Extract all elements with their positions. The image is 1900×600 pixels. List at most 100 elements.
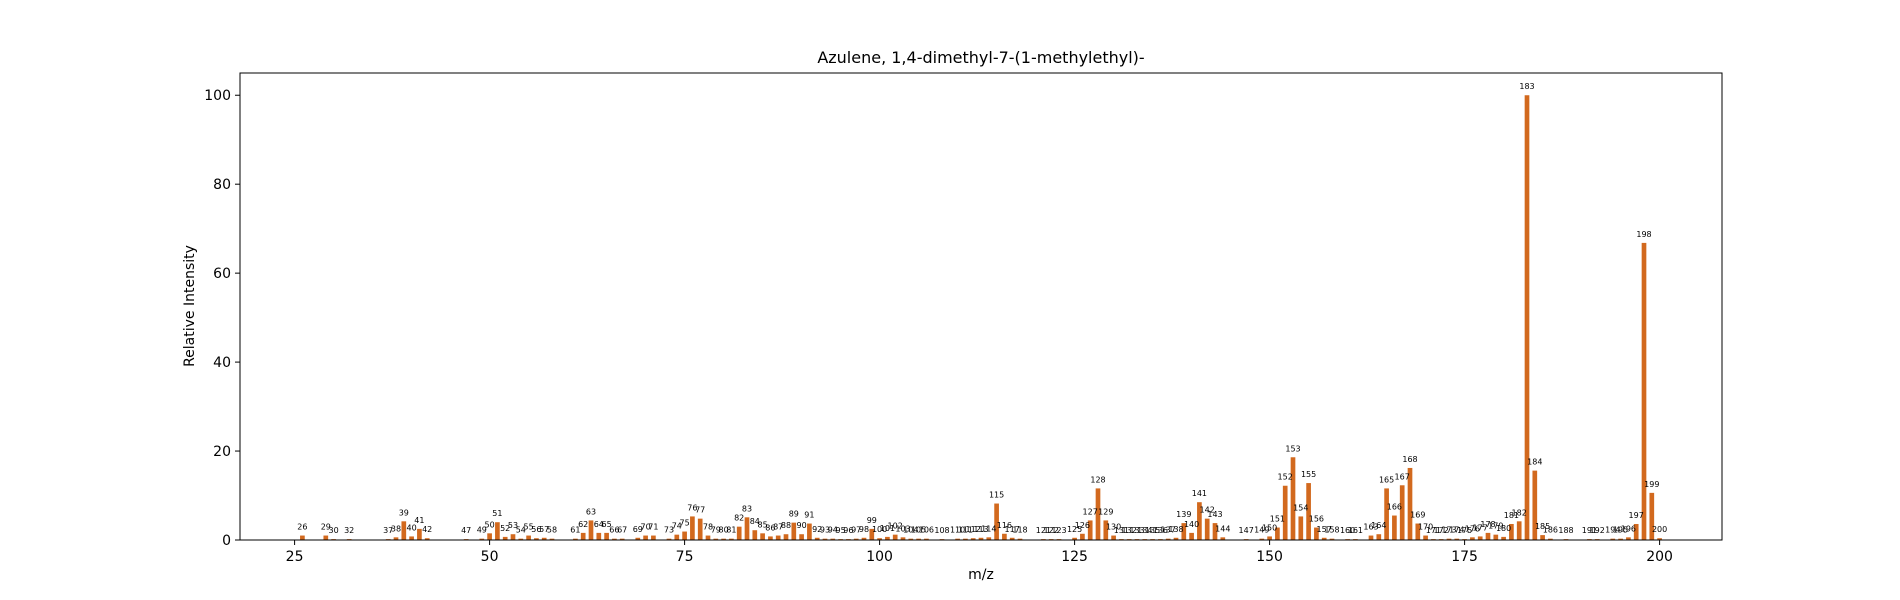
bar-label-mz-96: 96	[843, 526, 853, 535]
bar-mz-111	[963, 538, 968, 540]
bar-mz-115	[994, 503, 999, 540]
bar-mz-153	[1290, 457, 1296, 540]
bar-label-mz-63: 63	[586, 507, 596, 516]
bar-mz-140	[1189, 532, 1194, 540]
bar-mz-83	[744, 517, 750, 540]
bar-label-mz-47: 47	[461, 526, 471, 535]
bar-label-mz-142: 142	[1200, 506, 1215, 515]
bar-label-mz-38: 38	[391, 524, 401, 533]
bar-label-mz-40: 40	[407, 523, 417, 532]
bar-mz-57	[541, 537, 547, 540]
y-tick-label-40: 40	[213, 355, 231, 371]
bar-label-mz-113: 113	[973, 525, 988, 534]
bar-label-mz-149: 149	[1254, 526, 1269, 535]
bar-mz-82	[736, 526, 742, 540]
bar-label-mz-70: 70	[641, 523, 651, 532]
bar-mz-151	[1275, 527, 1280, 540]
bar-label-mz-98: 98	[859, 525, 869, 534]
bar-mz-197	[1633, 523, 1639, 540]
bar-mz-74	[674, 534, 680, 540]
x-tick-label-175: 175	[1451, 549, 1478, 565]
bar-label-mz-117: 117	[1005, 525, 1020, 534]
bar-mz-102	[892, 534, 898, 540]
x-tick-label-200: 200	[1646, 549, 1673, 565]
bar-label-mz-136: 136	[1153, 526, 1168, 535]
bar-mz-152	[1282, 485, 1288, 540]
bar-mz-65	[604, 532, 609, 540]
bar-label-mz-100: 100	[872, 525, 887, 534]
bar-label-mz-184: 184	[1527, 458, 1542, 467]
bar-label-mz-49: 49	[477, 526, 487, 535]
bar-mz-112	[970, 538, 976, 540]
bar-label-mz-99: 99	[867, 516, 877, 525]
bar-mz-198	[1641, 242, 1647, 540]
bar-label-mz-121: 121	[1036, 526, 1051, 535]
bar-mz-66	[612, 538, 617, 540]
bar-mz-164	[1376, 534, 1382, 540]
x-tick-label-150: 150	[1256, 549, 1283, 565]
bar-label-mz-138: 138	[1168, 525, 1183, 534]
bar-label-mz-50: 50	[485, 520, 495, 529]
bar-mz-61	[573, 538, 578, 540]
bar-mz-127	[1087, 520, 1093, 540]
bar-mz-104	[908, 538, 914, 540]
bar-label-mz-185: 185	[1535, 522, 1550, 531]
bar-mz-182	[1516, 521, 1522, 540]
bar-mz-89	[791, 522, 797, 540]
bar-mz-71	[651, 535, 656, 540]
bar-mz-125	[1072, 537, 1077, 540]
bar-mz-176	[1470, 537, 1475, 540]
bar-label-mz-192: 192	[1590, 526, 1605, 535]
bar-mz-143	[1212, 523, 1218, 540]
bar-mz-56	[534, 538, 539, 540]
bar-mz-117	[1009, 537, 1015, 540]
bar-mz-93	[822, 538, 828, 540]
bar-mz-52	[502, 536, 508, 540]
bar-label-mz-29: 29	[321, 523, 331, 532]
bar-label-mz-199: 199	[1644, 480, 1659, 489]
bar-label-mz-175: 175	[1457, 526, 1472, 535]
bar-label-mz-147: 147	[1239, 526, 1254, 535]
bar-mz-167	[1399, 485, 1405, 540]
bar-mz-194	[1610, 538, 1616, 540]
bar-label-mz-30: 30	[329, 526, 339, 535]
bar-label-mz-106: 106	[919, 526, 934, 535]
bar-label-mz-73: 73	[664, 526, 674, 535]
bar-mz-85	[760, 533, 765, 540]
bar-label-mz-55: 55	[524, 523, 534, 532]
bar-label-mz-178: 178	[1480, 520, 1495, 529]
bar-label-mz-151: 151	[1270, 515, 1285, 524]
bar-mz-62	[580, 532, 586, 540]
bar-mz-195	[1618, 538, 1623, 540]
bar-mz-73	[666, 538, 672, 540]
bar-label-mz-195: 195	[1613, 526, 1628, 535]
bar-mz-106	[924, 538, 929, 540]
bar-mz-90	[799, 534, 804, 540]
bar-label-mz-92: 92	[812, 525, 822, 534]
bar-mz-154	[1298, 516, 1304, 540]
bar-label-mz-77: 77	[695, 506, 705, 515]
bar-mz-80	[721, 538, 726, 540]
bar-mz-29	[323, 535, 329, 540]
bar-mz-168	[1407, 467, 1413, 540]
bar-label-mz-158: 158	[1324, 526, 1339, 535]
bar-label-mz-128: 128	[1090, 475, 1105, 484]
bar-label-mz-165: 165	[1379, 475, 1394, 484]
bar-label-mz-196: 196	[1621, 524, 1636, 533]
bar-label-mz-133: 133	[1129, 526, 1144, 535]
bar-label-mz-67: 67	[617, 526, 627, 535]
bar-mz-38	[393, 537, 399, 540]
bar-mz-174	[1454, 538, 1460, 540]
bar-mz-144	[1220, 537, 1226, 540]
bar-mz-165	[1384, 488, 1389, 540]
y-axis-label: Relative Intensity	[182, 245, 198, 367]
bar-label-mz-53: 53	[508, 521, 518, 530]
chart-title: Azulene, 1,4-dimethyl-7-(1-methylethyl)-	[817, 48, 1144, 67]
bar-mz-77	[697, 518, 703, 540]
bar-mz-97	[853, 538, 859, 540]
bar-mz-101	[885, 536, 890, 540]
bar-label-mz-51: 51	[492, 509, 502, 518]
bar-label-mz-176: 176	[1465, 524, 1480, 533]
bar-mz-180	[1501, 536, 1506, 540]
